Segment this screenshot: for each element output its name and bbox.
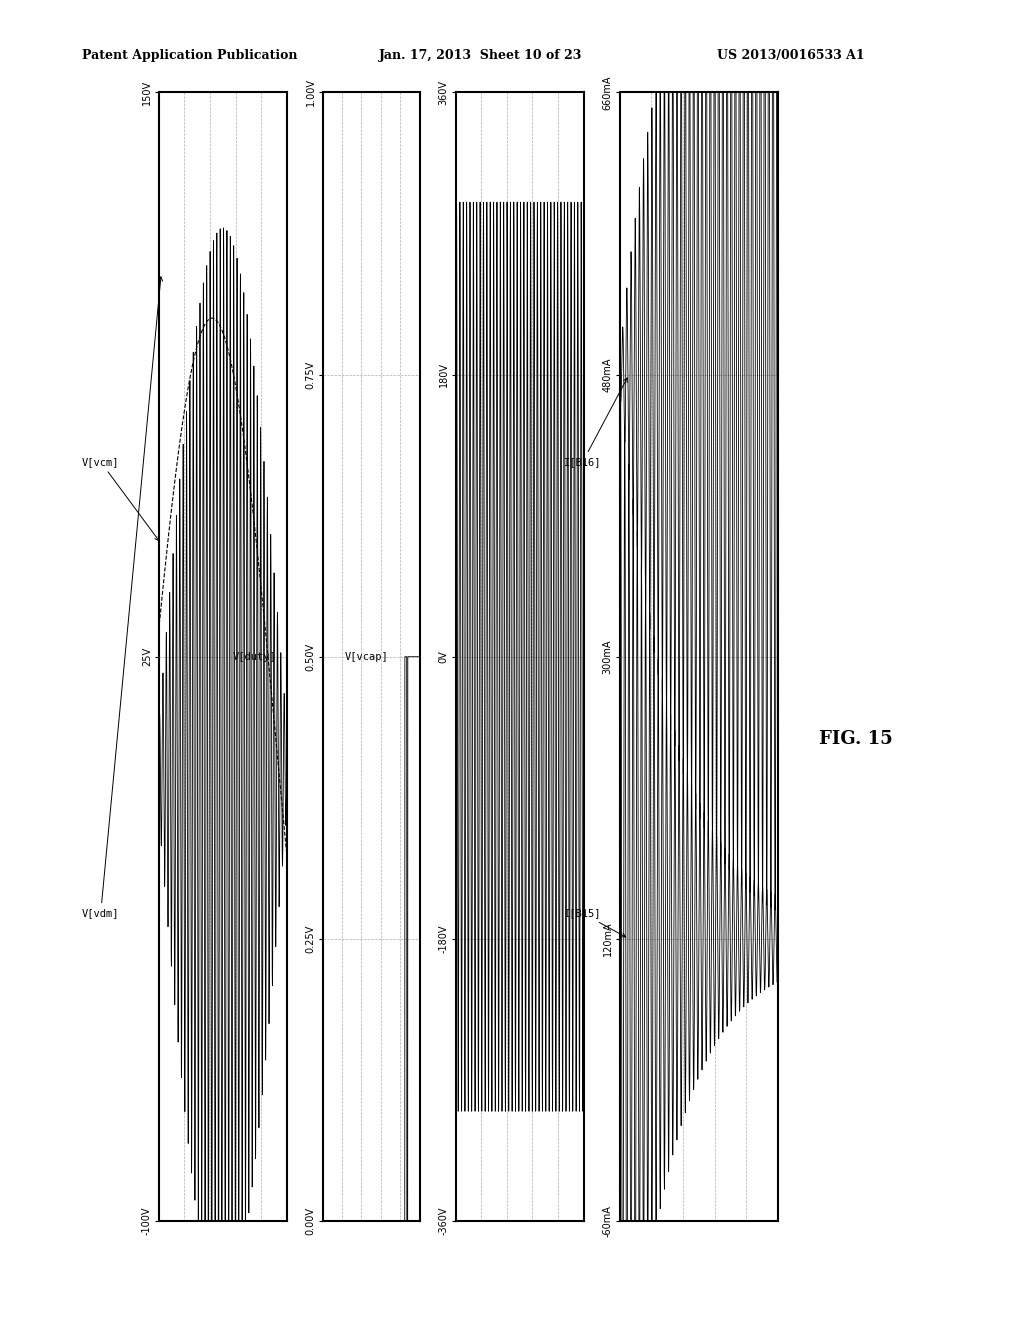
- Text: I[B15]: I[B15]: [564, 908, 626, 937]
- Text: I[B16]: I[B16]: [564, 378, 628, 467]
- Text: V[vcap]: V[vcap]: [344, 652, 388, 661]
- Text: Jan. 17, 2013  Sheet 10 of 23: Jan. 17, 2013 Sheet 10 of 23: [379, 49, 583, 62]
- Text: US 2013/0016533 A1: US 2013/0016533 A1: [717, 49, 864, 62]
- Text: V[vdm]: V[vdm]: [82, 277, 163, 919]
- Text: V[duty]: V[duty]: [232, 652, 276, 661]
- Text: V[vcm]: V[vcm]: [82, 457, 159, 541]
- Text: Patent Application Publication: Patent Application Publication: [82, 49, 297, 62]
- Text: FIG. 15: FIG. 15: [819, 730, 893, 748]
